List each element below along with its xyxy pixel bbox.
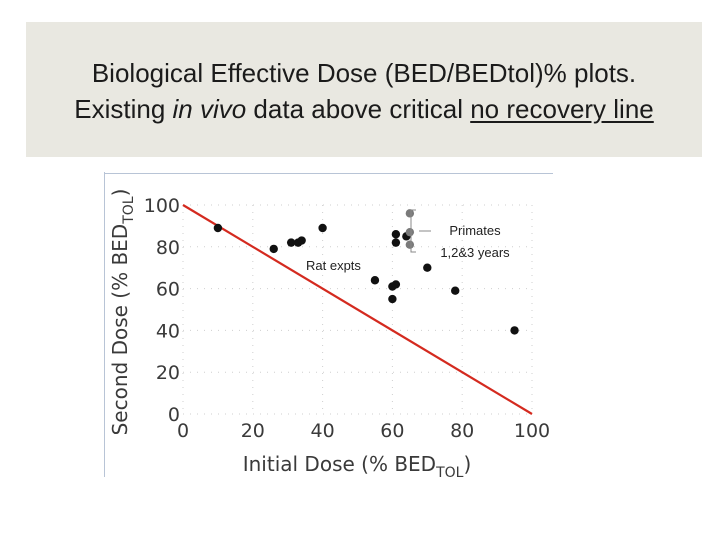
y-axis-title-close: ) <box>108 189 132 197</box>
no-recovery-line <box>182 204 533 415</box>
y-tick-label: 60 <box>156 279 180 301</box>
x-tick-label: 80 <box>450 420 474 442</box>
x-tick-label: 0 <box>177 420 189 442</box>
tick-labels: 0 20 40 60 80 100 0 20 40 60 80 100 <box>144 195 550 442</box>
in-vivo-data-point <box>510 326 519 335</box>
y-tick-label: 40 <box>156 320 180 342</box>
y-axis-title-sub: TOL <box>121 196 137 225</box>
rat-expts-label: Rat expts <box>306 258 361 273</box>
y-tick-label: 100 <box>144 195 180 217</box>
y-tick-label: 0 <box>168 404 180 426</box>
in-vivo-data-point <box>391 238 401 247</box>
x-axis-title: Initial Dose (% BEDTOL) <box>243 452 472 481</box>
in-vivo-data-point <box>213 223 223 233</box>
primates-years-label: 1,2&3 years <box>440 245 510 260</box>
title-text-above-critical: data above critical <box>246 94 471 124</box>
slide-title-line-2: Existing in vivo data above critical no … <box>26 94 702 125</box>
in-vivo-data-point <box>286 238 296 247</box>
in-vivo-data-point <box>269 244 278 254</box>
primates-point <box>405 240 415 249</box>
primates-bracket <box>410 209 416 253</box>
x-tick-label: 100 <box>514 420 550 442</box>
x-axis-title-main: Initial Dose (% BED <box>243 452 436 476</box>
x-axis-title-sub: TOL <box>435 465 464 481</box>
y-tick-label: 20 <box>156 362 180 384</box>
slide-title-line-1: Biological Effective Dose (BED/BEDtol)% … <box>91 58 637 88</box>
in-vivo-data-point <box>388 294 397 304</box>
in-vivo-data-point <box>423 263 432 272</box>
in-vivo-data-point <box>370 276 380 285</box>
title-text-in-vivo: in vivo <box>172 94 247 124</box>
in-vivo-data-point <box>318 223 327 233</box>
in-vivo-data-point <box>297 236 306 245</box>
primates-point <box>405 227 415 237</box>
in-vivo-data-point <box>451 286 460 295</box>
title-text-existing: Existing <box>74 94 173 124</box>
title-text-no-recovery-line: no recovery line <box>470 94 654 124</box>
in-vivo-data-point <box>391 230 401 239</box>
x-tick-label: 20 <box>241 420 265 442</box>
x-tick-label: 60 <box>380 420 404 442</box>
title-box: Biological Effective Dose (BED/BEDtol)% … <box>26 22 702 157</box>
x-tick-label: 40 <box>311 420 335 442</box>
primates-point <box>405 209 415 218</box>
data-points <box>213 209 519 335</box>
y-tick-label: 80 <box>156 237 180 259</box>
x-axis-title-close: ) <box>463 452 471 476</box>
in-vivo-data-point <box>391 280 401 289</box>
y-axis-title-main: Second Dose (% BED <box>108 224 132 436</box>
y-axis-title: Second Dose (% BEDTOL) <box>108 189 137 436</box>
primates-label: Primates <box>449 223 501 238</box>
